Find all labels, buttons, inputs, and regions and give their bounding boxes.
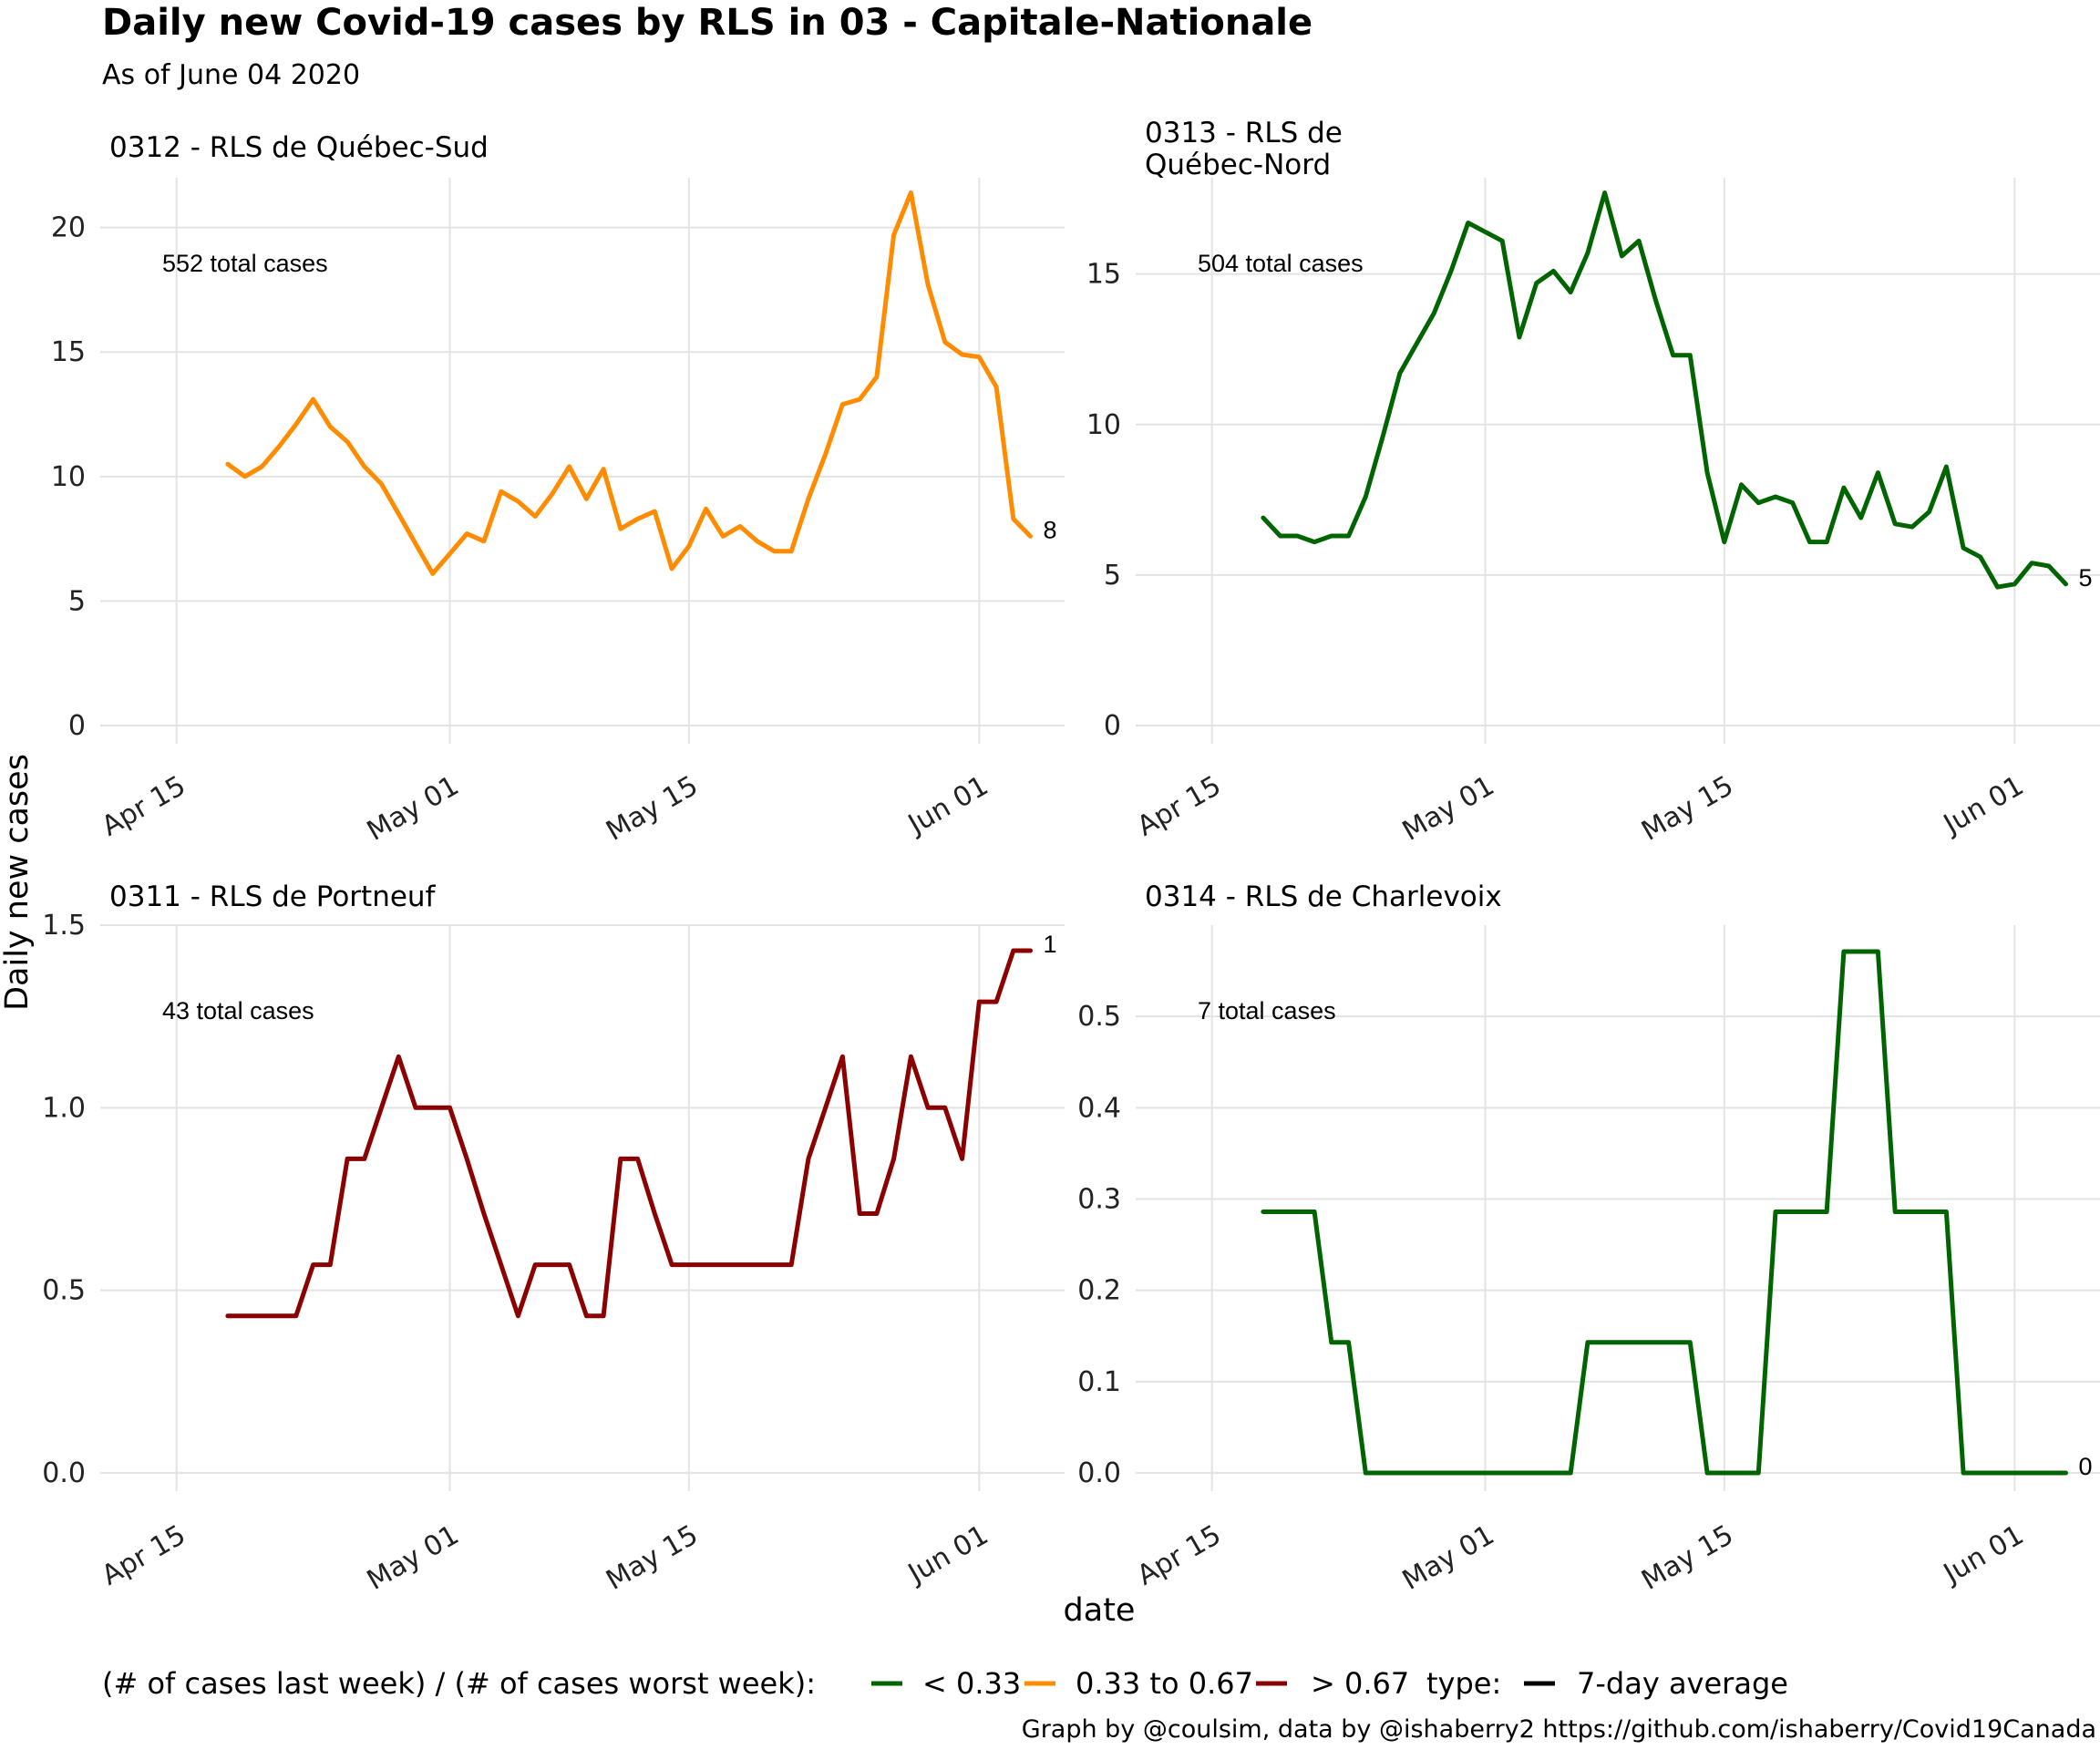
legend-type-title: type:	[1426, 1666, 1501, 1701]
x-tick-label: Jun 01	[1937, 1519, 2029, 1591]
y-tick-label: 5	[68, 585, 86, 617]
x-tick-label: Jun 01	[1937, 770, 2029, 842]
y-axis-label: Daily new cases	[0, 754, 36, 1011]
x-tick-label: May 01	[1397, 1519, 1500, 1597]
chart-subtitle: As of June 04 2020	[102, 59, 360, 91]
last-value-label: 8	[1044, 516, 1057, 543]
caption: Graph by @coulsim, data by @ishaberry2 h…	[1022, 1715, 2096, 1744]
series-line-7-day-average	[1261, 190, 2068, 590]
x-tick-label: Jun 01	[901, 1519, 993, 1591]
y-tick-label: 5	[1104, 560, 1121, 592]
last-value-label: 0	[2079, 1453, 2093, 1480]
legend-item-label: > 0.67	[1311, 1666, 1409, 1701]
panel-title: 0311 - RLS de Portneuf	[109, 880, 437, 913]
y-tick-label: 0.1	[1077, 1366, 1121, 1398]
x-tick-label: May 01	[362, 1519, 465, 1597]
total-cases-annotation: 7 total cases	[1198, 997, 1336, 1024]
series-line-7-day-average	[225, 190, 1033, 576]
legend-ratio-title: (# of cases last week) / (# of cases wor…	[102, 1666, 816, 1701]
panel-2: 0313 - RLS de Québec-Nord 0 5 10 15 Apr 15 May …	[1086, 117, 2100, 848]
x-tick-label: Apr 15	[97, 1519, 191, 1592]
last-value-label: 5	[2079, 564, 2093, 592]
x-tick-label: May 15	[601, 1519, 704, 1597]
series-line-7-day-average	[1261, 949, 2068, 1476]
y-tick-label: 20	[51, 212, 86, 244]
y-tick-label: 10	[1086, 409, 1121, 441]
legend: (# of cases last week) / (# of cases wor…	[102, 1666, 1788, 1701]
x-tick-label: May 15	[1636, 770, 1739, 848]
x-tick-label: Apr 15	[97, 770, 191, 843]
y-tick-label: 0	[1104, 710, 1121, 742]
series-line-7-day-average	[225, 948, 1033, 1319]
legend-item-label: 0.33 to 0.67	[1076, 1666, 1253, 1701]
legend-item-label: 7-day average	[1577, 1666, 1788, 1701]
y-tick-label: 1.5	[42, 910, 86, 942]
panel-title: 0312 - RLS de Québec-Sud	[109, 131, 489, 164]
y-tick-label: 0.5	[42, 1275, 86, 1307]
total-cases-annotation: 552 total cases	[162, 250, 328, 277]
panel-3: 0311 - RLS de Portneuf 0.0 0.5 1.0 1.5 Apr 15…	[42, 880, 1065, 1597]
y-tick-label: 0.2	[1077, 1275, 1121, 1307]
panel-4: 0314 - RLS de Charlevoix 0.0 0.1 0.2 0.3 0.4 0…	[1077, 880, 2100, 1597]
last-value-label: 1	[1044, 931, 1057, 958]
y-tick-label: 0	[68, 710, 86, 742]
x-tick-label: May 01	[1397, 770, 1500, 848]
y-tick-label: 10	[51, 461, 86, 493]
x-tick-label: May 01	[362, 770, 465, 848]
y-tick-label: 0.0	[1077, 1457, 1121, 1489]
x-tick-label: Apr 15	[1132, 1519, 1227, 1592]
panel-title: 0314 - RLS de Charlevoix	[1145, 880, 1502, 913]
y-tick-label: 0.5	[1077, 1001, 1121, 1033]
legend-item-label: < 0.33	[922, 1666, 1021, 1701]
x-tick-label: Apr 15	[1132, 770, 1227, 843]
x-axis-label: date	[1064, 1592, 1136, 1629]
y-tick-label: 15	[1086, 259, 1121, 291]
chart-title: Daily new Covid-19 cases by RLS in 03 - …	[102, 2, 1312, 44]
x-tick-label: Jun 01	[901, 770, 993, 842]
y-tick-label: 0.3	[1077, 1184, 1121, 1216]
x-tick-label: May 15	[601, 770, 704, 848]
panel-1: 0312 - RLS de Québec-Sud 0 5 10 15 20 Apr 15 Ma…	[51, 131, 1065, 848]
total-cases-annotation: 43 total cases	[162, 997, 314, 1024]
x-tick-label: May 15	[1636, 1519, 1739, 1597]
y-tick-label: 15	[51, 336, 86, 368]
y-tick-label: 1.0	[42, 1092, 86, 1124]
y-tick-label: 0.0	[42, 1457, 86, 1489]
panel-title: 0313 - RLS de Québec-Nord	[1145, 117, 1343, 181]
total-cases-annotation: 504 total cases	[1198, 250, 1364, 277]
y-tick-label: 0.4	[1077, 1092, 1121, 1124]
